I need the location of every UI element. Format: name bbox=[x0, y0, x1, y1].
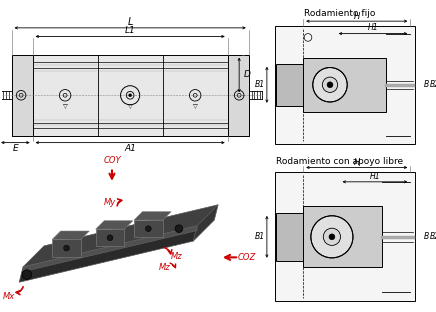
Circle shape bbox=[64, 245, 69, 251]
Text: B: B bbox=[424, 232, 429, 241]
Text: B: B bbox=[424, 80, 429, 89]
Circle shape bbox=[107, 235, 113, 241]
Text: L1: L1 bbox=[125, 26, 136, 35]
Text: Mz: Mz bbox=[171, 252, 183, 261]
Text: H1: H1 bbox=[370, 172, 380, 181]
Polygon shape bbox=[19, 226, 197, 282]
Text: E: E bbox=[13, 144, 18, 153]
Text: Mx: Mx bbox=[3, 292, 15, 301]
Polygon shape bbox=[193, 205, 218, 241]
Text: Rodamiento con apoyo libre: Rodamiento con apoyo libre bbox=[276, 157, 403, 166]
Bar bbox=[303, 58, 386, 111]
Bar bbox=[276, 64, 303, 106]
Text: H1: H1 bbox=[368, 23, 378, 32]
Bar bbox=[11, 55, 33, 136]
Polygon shape bbox=[52, 231, 89, 239]
Bar bbox=[275, 26, 415, 144]
Text: H: H bbox=[354, 158, 360, 167]
Circle shape bbox=[329, 234, 335, 240]
Polygon shape bbox=[96, 229, 124, 246]
Bar bbox=[11, 55, 249, 136]
Bar bbox=[276, 213, 303, 261]
Circle shape bbox=[175, 225, 183, 232]
Text: Rodamiento fijo: Rodamiento fijo bbox=[304, 9, 375, 18]
Circle shape bbox=[146, 226, 151, 232]
Polygon shape bbox=[23, 205, 218, 267]
Polygon shape bbox=[96, 221, 133, 229]
Circle shape bbox=[129, 94, 132, 97]
Circle shape bbox=[313, 67, 347, 102]
Polygon shape bbox=[134, 220, 163, 237]
Text: B1: B1 bbox=[255, 232, 265, 241]
Bar bbox=[275, 172, 415, 301]
Circle shape bbox=[22, 270, 32, 279]
Text: COZ: COZ bbox=[238, 253, 256, 262]
Text: A1: A1 bbox=[124, 144, 136, 153]
Text: ▽: ▽ bbox=[128, 104, 133, 109]
Text: L: L bbox=[127, 17, 133, 27]
Text: B2: B2 bbox=[430, 232, 436, 241]
Text: ▽: ▽ bbox=[193, 104, 198, 109]
Circle shape bbox=[322, 77, 337, 92]
Circle shape bbox=[327, 82, 333, 88]
Polygon shape bbox=[52, 239, 81, 257]
Polygon shape bbox=[23, 226, 197, 272]
Bar bbox=[303, 206, 382, 267]
Circle shape bbox=[311, 216, 353, 258]
Text: ▽: ▽ bbox=[63, 104, 68, 109]
Text: B2: B2 bbox=[430, 80, 436, 89]
Text: COY: COY bbox=[103, 156, 121, 165]
Text: Mz: Mz bbox=[159, 263, 170, 272]
Circle shape bbox=[324, 228, 341, 246]
Text: My: My bbox=[104, 198, 116, 207]
Text: H: H bbox=[354, 12, 360, 21]
Polygon shape bbox=[134, 212, 171, 220]
Text: B1: B1 bbox=[255, 80, 265, 89]
Bar bbox=[228, 55, 249, 136]
Text: D: D bbox=[243, 71, 250, 80]
